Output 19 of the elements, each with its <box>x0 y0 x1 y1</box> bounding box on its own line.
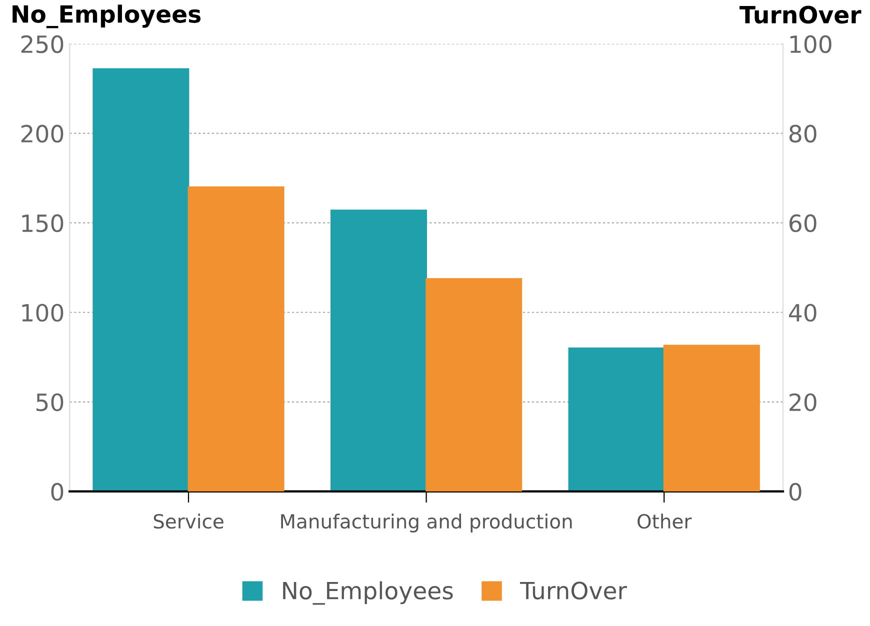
y2-tick-label: 0 <box>789 482 802 501</box>
x-tick-label: Service <box>154 514 224 529</box>
legend-label: TurnOver <box>520 582 627 600</box>
y2-tick-label: 80 <box>789 124 816 143</box>
legend-label: No_Employees <box>283 581 453 605</box>
y2-tick-label: 20 <box>790 393 816 412</box>
y-tick-label: 0 <box>51 482 64 501</box>
y2-tick-label: 100 <box>790 35 832 54</box>
y-axis-title: No_Employees <box>12 4 201 28</box>
x-tick-label: Other <box>638 514 692 529</box>
y2-tick-label: 40 <box>789 304 816 322</box>
y-tick-label: 100 <box>22 304 64 322</box>
x-tick-label: Manufacturing and production <box>281 514 572 532</box>
y2-axis-title: TurnOver <box>740 6 862 24</box>
y-tick-label: 150 <box>22 214 64 232</box>
y-tick-label: 50 <box>36 393 64 412</box>
y-tick-label: 250 <box>21 35 64 54</box>
y2-tick-label: 60 <box>790 214 816 232</box>
y-tick-label: 200 <box>21 124 64 143</box>
